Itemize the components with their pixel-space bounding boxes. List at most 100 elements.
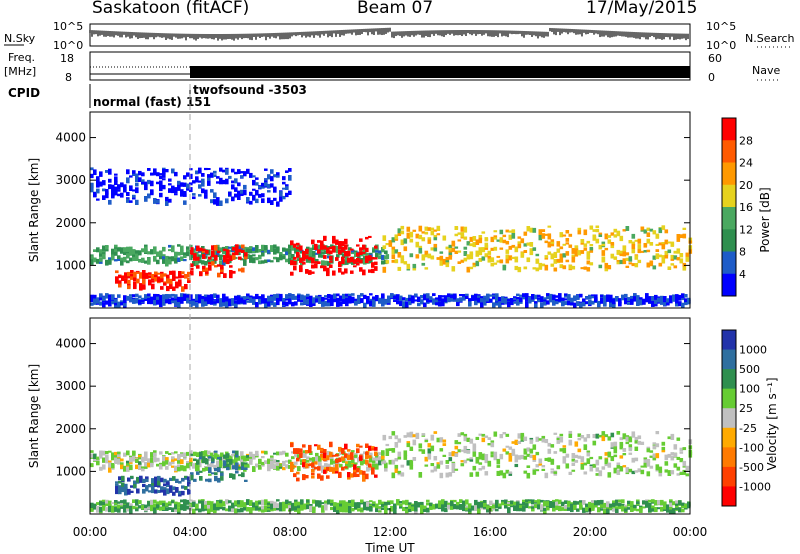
heat-cell (204, 255, 208, 259)
heat-cell (198, 259, 202, 264)
heat-cell (424, 440, 429, 443)
heat-cell (279, 295, 283, 300)
heat-cell (217, 468, 221, 472)
heat-cell (288, 244, 292, 249)
heat-cell (232, 254, 236, 260)
heat-cell (517, 455, 522, 460)
heat-cell (156, 181, 160, 185)
heat-cell (681, 505, 685, 509)
heat-cell (216, 197, 220, 203)
heat-cell (529, 448, 534, 454)
heat-cell (618, 298, 622, 304)
heat-cell (345, 461, 349, 464)
heat-cell (249, 200, 253, 205)
heat-cell (317, 473, 321, 479)
heat-cell (235, 251, 239, 256)
heat-cell (180, 293, 184, 297)
heat-cell (684, 301, 688, 306)
heat-cell (151, 483, 155, 486)
heat-cell (151, 277, 155, 281)
heat-cell (523, 448, 528, 454)
heat-cell (478, 433, 483, 436)
colorbar-tick-label: -1000 (739, 480, 771, 493)
heat-cell (441, 499, 445, 504)
heat-cell (562, 243, 567, 246)
heat-cell (583, 229, 588, 236)
heat-cell (390, 506, 394, 509)
heat-cell (321, 260, 325, 267)
heat-cell (156, 251, 160, 257)
heat-cell (291, 254, 295, 258)
heat-cell (318, 253, 322, 258)
heat-cell (126, 463, 130, 466)
heat-cell (282, 450, 286, 455)
heat-cell (607, 265, 612, 270)
heat-cell (139, 475, 143, 481)
heat-cell (544, 457, 549, 461)
heat-cell (660, 508, 664, 512)
heat-cell (297, 294, 301, 298)
colorbar-segment (722, 118, 736, 141)
heat-cell (213, 192, 217, 199)
heat-cell (315, 252, 319, 255)
heat-cell (354, 252, 358, 258)
heat-cell (279, 199, 283, 202)
heat-cell (424, 438, 429, 441)
heat-cell (207, 174, 211, 178)
heat-cell (99, 453, 103, 459)
heat-cell (165, 297, 169, 304)
heat-cell (430, 230, 435, 236)
heat-cell (90, 167, 94, 171)
heat-cell (177, 184, 181, 191)
heat-cell (342, 500, 346, 507)
heat-cell (174, 294, 178, 299)
heat-cell (240, 458, 244, 463)
heat-cell (586, 267, 591, 272)
heat-cell (127, 477, 131, 482)
heat-cell (246, 197, 250, 200)
heat-cell (347, 477, 351, 480)
heat-cell (121, 487, 125, 493)
heat-cell (127, 275, 131, 279)
heat-cell (318, 299, 322, 304)
heat-cell (469, 457, 474, 460)
heat-cell (222, 261, 226, 266)
heat-cell (138, 259, 142, 263)
heat-cell (108, 199, 112, 205)
heat-cell (562, 265, 567, 270)
heat-cell (664, 253, 669, 257)
heat-cell (432, 507, 436, 510)
heat-cell (582, 298, 586, 302)
heat-cell (481, 437, 486, 443)
heat-cell (151, 478, 155, 484)
heat-cell (329, 255, 333, 261)
heat-cell (338, 244, 342, 250)
heat-cell (138, 170, 142, 176)
heat-cell (192, 261, 196, 266)
heat-cell (529, 227, 534, 233)
heat-cell (168, 198, 172, 203)
heat-cell (332, 237, 336, 244)
heat-cell (604, 262, 609, 269)
heat-cell (329, 466, 333, 472)
heat-cell (424, 226, 429, 231)
heat-cell (153, 300, 157, 306)
heat-cell (637, 248, 642, 254)
heat-cell (240, 258, 244, 261)
heat-cell (178, 271, 182, 274)
heat-cell (327, 502, 331, 505)
heat-cell (496, 470, 501, 476)
heat-cell (381, 452, 385, 458)
heat-cell (634, 263, 639, 268)
heat-cell (180, 296, 184, 303)
heat-cell (312, 244, 316, 248)
heat-cell (589, 247, 594, 251)
heat-cell (202, 248, 206, 251)
heat-cell (442, 261, 447, 265)
heat-cell (261, 461, 265, 466)
heat-cell (160, 489, 164, 493)
heat-cell (528, 296, 532, 301)
heat-cell (208, 456, 212, 459)
heat-cell (217, 272, 221, 278)
